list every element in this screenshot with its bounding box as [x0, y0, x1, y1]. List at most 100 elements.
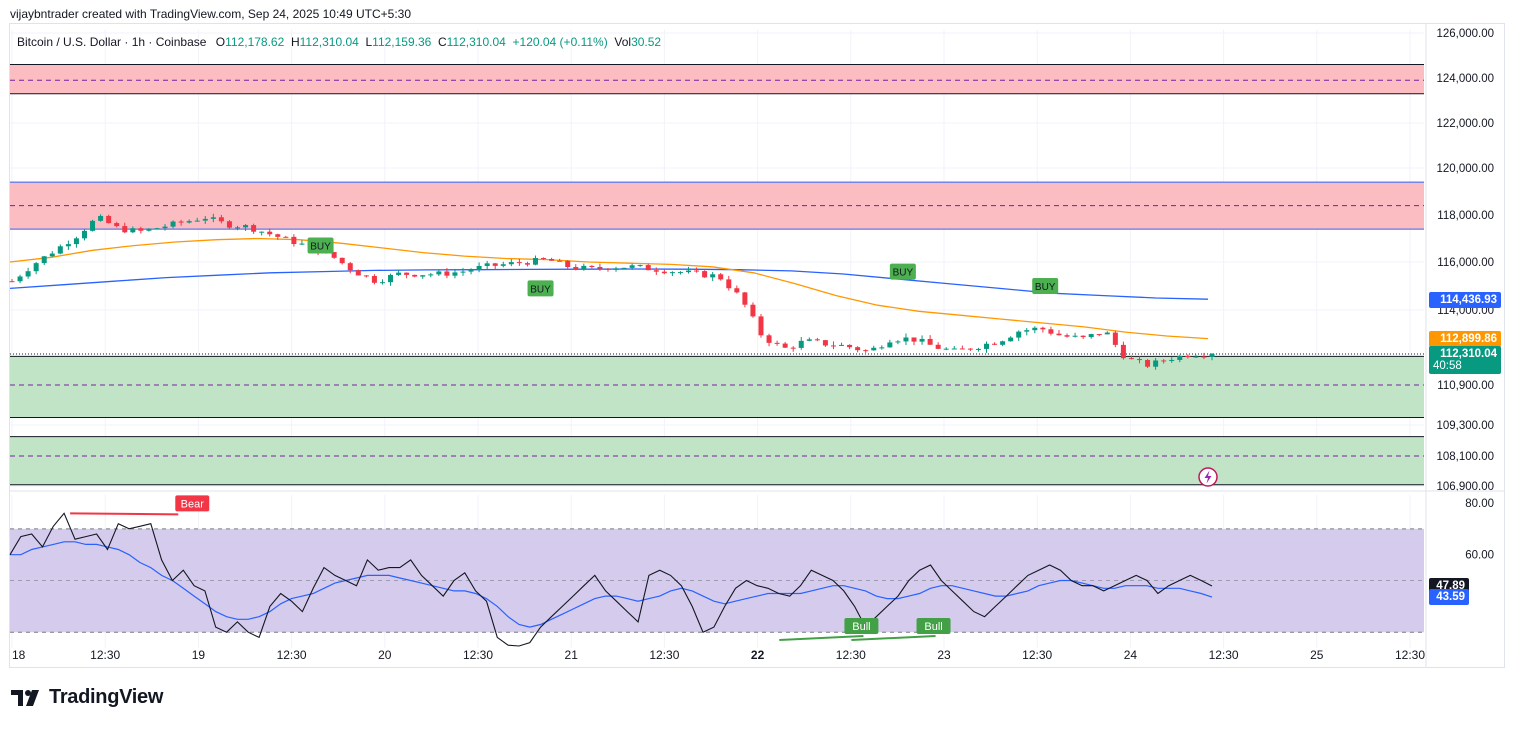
candle-body	[597, 266, 603, 269]
candle-body	[645, 265, 651, 271]
divergence-label: Bull	[852, 621, 870, 633]
x-tick-label: 22	[751, 648, 765, 662]
candle-body	[25, 271, 31, 277]
chart-frame[interactable]	[9, 23, 1505, 668]
candle-body	[516, 262, 522, 264]
candle-body	[1008, 337, 1014, 342]
candle-body	[484, 263, 490, 266]
divergence-badge	[844, 618, 879, 634]
x-tick-label: 12:30	[90, 648, 120, 662]
candle-body	[1153, 360, 1159, 367]
candle-body	[871, 347, 877, 351]
candle-body	[57, 246, 63, 254]
x-tick-label: 25	[1310, 648, 1324, 662]
candle-body	[1040, 327, 1046, 330]
divergence-badge	[175, 495, 210, 512]
candle-body	[1201, 356, 1207, 358]
candle-body	[1104, 332, 1110, 335]
high-value: 112,310.04	[299, 35, 359, 49]
x-tick-label: 12:30	[1395, 648, 1425, 662]
close-label: C	[438, 35, 447, 49]
x-tick-label: 12:30	[649, 648, 679, 662]
candle-body	[1072, 335, 1078, 337]
open-value: 112,178.62	[225, 35, 285, 49]
candle-body	[943, 348, 949, 350]
demand-zone	[10, 436, 1424, 485]
candle-body	[412, 274, 418, 277]
candle-body	[17, 276, 23, 282]
candle-body	[1177, 355, 1183, 360]
candle-body	[355, 270, 361, 276]
lightning-icon	[1204, 470, 1212, 484]
candle-body	[476, 265, 482, 271]
buy-signal	[307, 237, 334, 254]
candle-body	[927, 338, 933, 345]
candle-body	[259, 231, 265, 233]
tradingview-logo[interactable]: TradingView	[11, 686, 163, 709]
candle-body	[468, 270, 474, 272]
zones-layer	[10, 64, 1424, 486]
alert-button[interactable]	[1198, 467, 1218, 487]
y-tick-label: 114,000.00	[1437, 305, 1494, 317]
candle-body	[154, 228, 160, 230]
candle-body	[677, 272, 683, 274]
candle-body	[444, 271, 450, 276]
y-tick-label: 124,000.00	[1436, 73, 1494, 85]
buy-signal-label: BUY	[530, 284, 551, 295]
candle-body	[404, 272, 410, 275]
ema-slow-line	[9, 268, 1209, 300]
candle-body	[1000, 341, 1006, 345]
buy-signal-label: BUY	[310, 242, 331, 253]
buy-signal	[527, 280, 554, 297]
candle-body	[806, 339, 812, 341]
brand-name: TradingView	[49, 686, 164, 708]
candle-body	[774, 342, 780, 344]
candle-body	[1137, 359, 1143, 361]
candle-body	[613, 268, 619, 270]
rsi-value-tag: 43.59	[1429, 589, 1469, 606]
candle-body	[855, 347, 861, 351]
candle-body	[218, 217, 224, 222]
rsi-pane: Bear Bull Bull	[9, 495, 1424, 647]
candle-body	[549, 259, 555, 261]
candle-body	[903, 337, 909, 342]
candle-body	[436, 271, 442, 275]
candle-body	[887, 342, 893, 348]
open-label: O	[215, 35, 226, 49]
candle-body	[726, 279, 732, 289]
rsi-y-tick: 60.00	[1465, 550, 1494, 562]
x-tick-label: 12:30	[463, 648, 493, 662]
rsi-line	[9, 512, 1213, 647]
tradingview-logo-icon	[11, 689, 39, 706]
moving-averages	[9, 237, 1209, 340]
buy-signal	[889, 263, 916, 280]
candle-body	[267, 231, 273, 235]
candle-body	[452, 272, 458, 276]
axes: 18 12:30 19 12:30 20 12:30 21 12:30 22 12:30 23 12:…	[10, 24, 1505, 668]
candle-body	[1112, 332, 1118, 345]
candle-body	[90, 220, 96, 231]
candle-body	[702, 271, 708, 278]
x-tick-label: 12:30	[836, 648, 866, 662]
candle-body	[1032, 327, 1038, 331]
candle-body	[557, 260, 563, 262]
candle-body	[911, 337, 917, 342]
buy-signal	[1032, 278, 1059, 294]
candle-body	[967, 348, 973, 350]
candle-body	[1120, 344, 1126, 359]
x-tick-label: 19	[192, 648, 206, 662]
symbol-legend: Bitcoin / U.S. Dollar · 1h · Coinbase O1…	[17, 35, 661, 49]
candle-body	[130, 228, 136, 233]
candle-body	[830, 345, 836, 347]
candle-body	[742, 292, 748, 305]
candle-body	[879, 347, 885, 349]
candle-body	[919, 338, 925, 342]
candle-body	[524, 263, 530, 265]
ema-fast-line	[9, 237, 1209, 340]
supply-zone	[10, 64, 1424, 94]
candle-body	[573, 267, 579, 270]
candle-body	[379, 282, 385, 284]
candle-body	[275, 234, 281, 237]
candle-body	[428, 274, 434, 276]
